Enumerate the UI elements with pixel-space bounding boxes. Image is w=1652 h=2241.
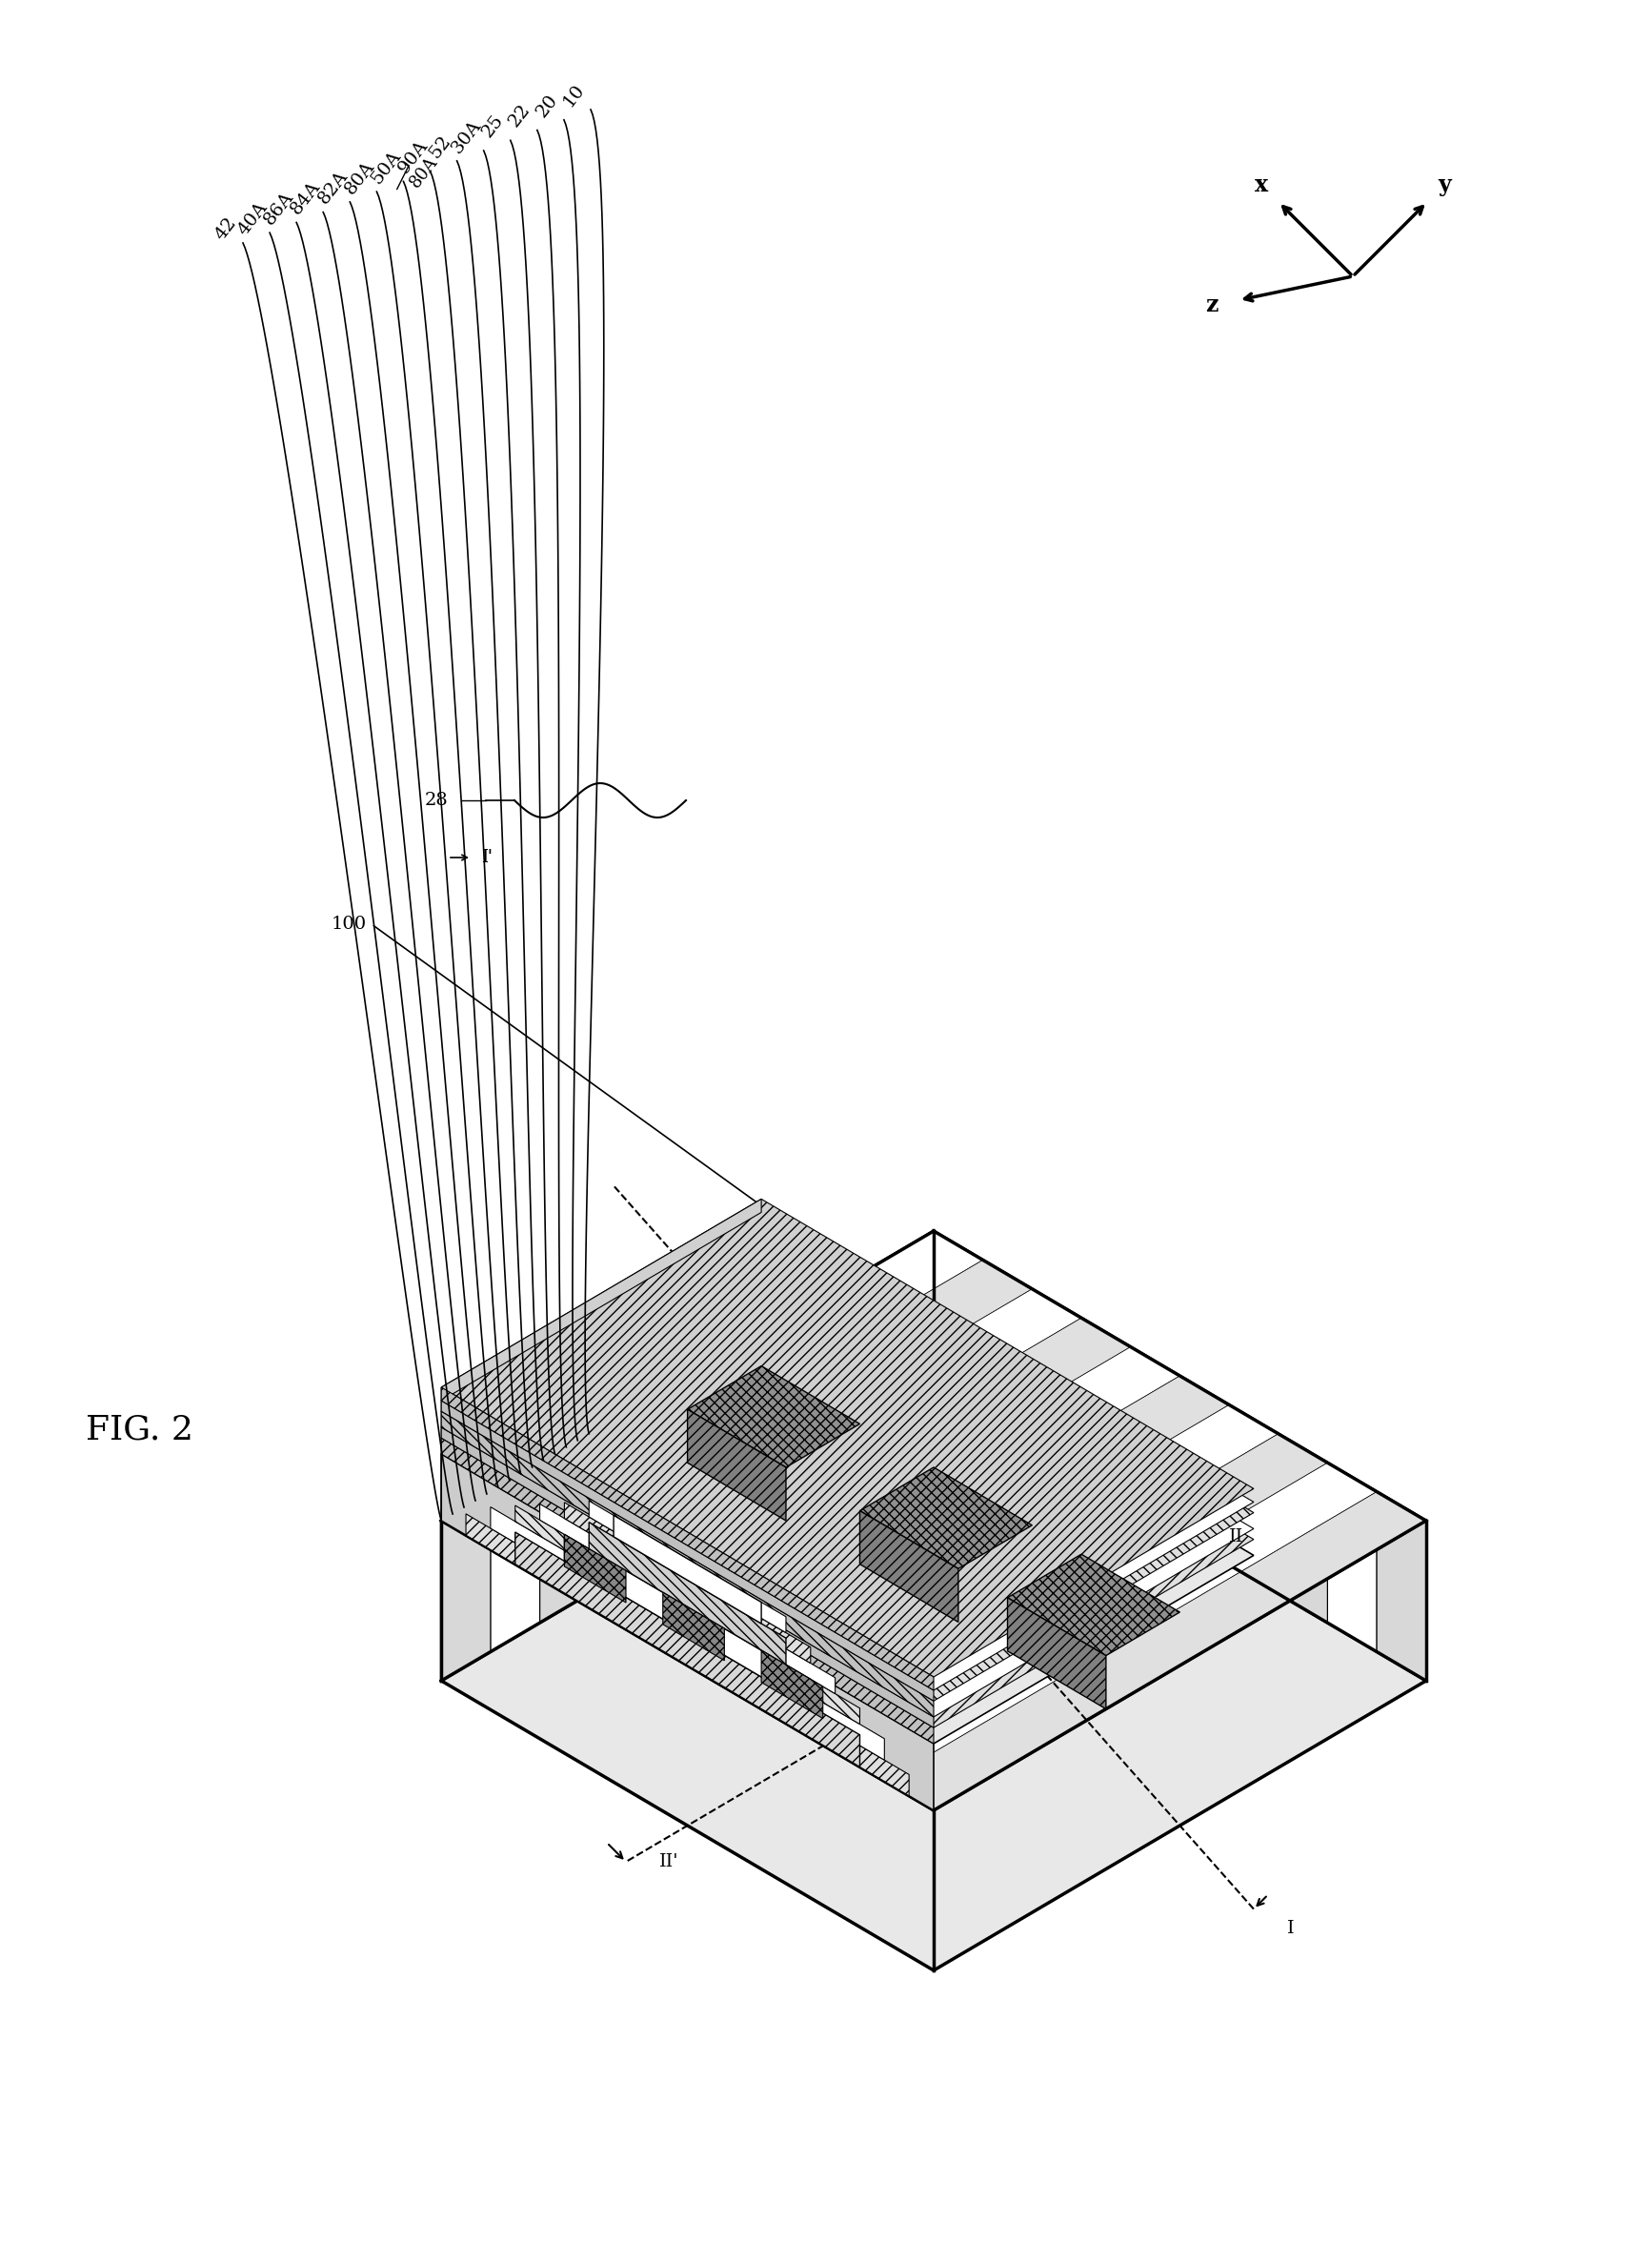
Polygon shape [590,1522,786,1665]
Polygon shape [441,1212,762,1412]
Text: 10: 10 [560,81,588,110]
Polygon shape [859,1468,1032,1569]
Text: 20: 20 [532,92,560,121]
Text: 28: 28 [425,791,448,809]
Polygon shape [762,1649,823,1719]
Polygon shape [466,1515,909,1795]
Polygon shape [491,1463,540,1652]
Polygon shape [786,1289,836,1479]
Text: FIG. 2: FIG. 2 [86,1414,193,1445]
Polygon shape [441,1224,1254,1701]
Polygon shape [1082,1318,1130,1506]
Polygon shape [737,1318,786,1506]
Polygon shape [441,1412,933,1717]
Polygon shape [687,1347,737,1535]
Polygon shape [1376,1493,1426,1681]
Text: I': I' [481,849,492,865]
Polygon shape [687,1376,1229,1694]
Polygon shape [441,1266,1254,1743]
Polygon shape [441,1439,933,1743]
Polygon shape [441,1401,933,1701]
Polygon shape [687,1367,859,1468]
Text: y: y [1437,173,1450,197]
Polygon shape [441,1224,762,1428]
Polygon shape [786,1434,1328,1752]
Text: 40A: 40A [235,199,271,238]
Text: 86A: 86A [261,188,297,229]
Polygon shape [515,1506,859,1723]
Polygon shape [540,1434,590,1622]
Polygon shape [1229,1405,1279,1593]
Polygon shape [884,1493,1426,1811]
Polygon shape [441,1230,983,1549]
Polygon shape [441,1230,933,1681]
Polygon shape [540,1289,1082,1607]
Polygon shape [565,1501,811,1663]
Polygon shape [590,1501,786,1634]
Polygon shape [441,1392,1426,1970]
Text: I: I [1287,1921,1294,1936]
Polygon shape [983,1259,1032,1450]
Text: 90A: 90A [395,137,431,177]
Polygon shape [933,1230,1426,1681]
Text: 25: 25 [479,112,507,141]
Text: 82A: 82A [314,168,350,208]
Polygon shape [613,1515,762,1622]
Polygon shape [737,1405,1279,1723]
Polygon shape [859,1510,958,1622]
Text: 84A: 84A [287,177,324,217]
Polygon shape [441,1239,1254,1717]
Polygon shape [884,1230,933,1421]
Polygon shape [1279,1434,1328,1622]
Polygon shape [441,1428,933,1728]
Polygon shape [491,1506,884,1759]
Polygon shape [590,1405,638,1593]
Polygon shape [441,1239,762,1439]
Polygon shape [540,1504,836,1694]
Polygon shape [590,1318,1130,1636]
Polygon shape [565,1535,626,1602]
Polygon shape [441,1199,1254,1676]
Polygon shape [441,1266,762,1522]
Polygon shape [1008,1598,1105,1710]
Polygon shape [441,1250,1254,1728]
Polygon shape [441,1199,762,1401]
Polygon shape [441,1212,1254,1690]
Polygon shape [441,1387,933,1690]
Text: 42: 42 [211,215,240,244]
Polygon shape [836,1259,884,1450]
Polygon shape [836,1463,1376,1782]
Text: x: x [1254,173,1269,197]
Text: 22: 22 [506,101,534,130]
Polygon shape [441,1493,491,1681]
Polygon shape [1130,1347,1180,1535]
Polygon shape [441,1250,762,1454]
Polygon shape [687,1410,786,1522]
Polygon shape [1328,1463,1376,1652]
Polygon shape [1180,1376,1229,1564]
Text: 30A: 30A [448,117,484,157]
Polygon shape [491,1259,1032,1578]
Polygon shape [441,1230,1426,1811]
Polygon shape [515,1533,859,1766]
Text: II: II [1229,1528,1244,1546]
Polygon shape [565,1535,811,1705]
Polygon shape [933,1230,983,1421]
Text: I': I' [481,849,492,865]
Text: z: z [1206,294,1218,316]
Text: 100: 100 [332,917,367,932]
Text: 80A: 80A [406,155,441,190]
Polygon shape [1032,1289,1082,1479]
Text: II': II' [659,1853,679,1871]
Polygon shape [638,1347,1180,1665]
Polygon shape [662,1593,725,1661]
Polygon shape [441,1454,933,1811]
Text: 52: 52 [426,132,454,161]
Text: 80A: 80A [342,157,378,197]
Text: 50A: 50A [368,148,405,186]
Polygon shape [638,1376,687,1564]
Polygon shape [1008,1555,1180,1656]
